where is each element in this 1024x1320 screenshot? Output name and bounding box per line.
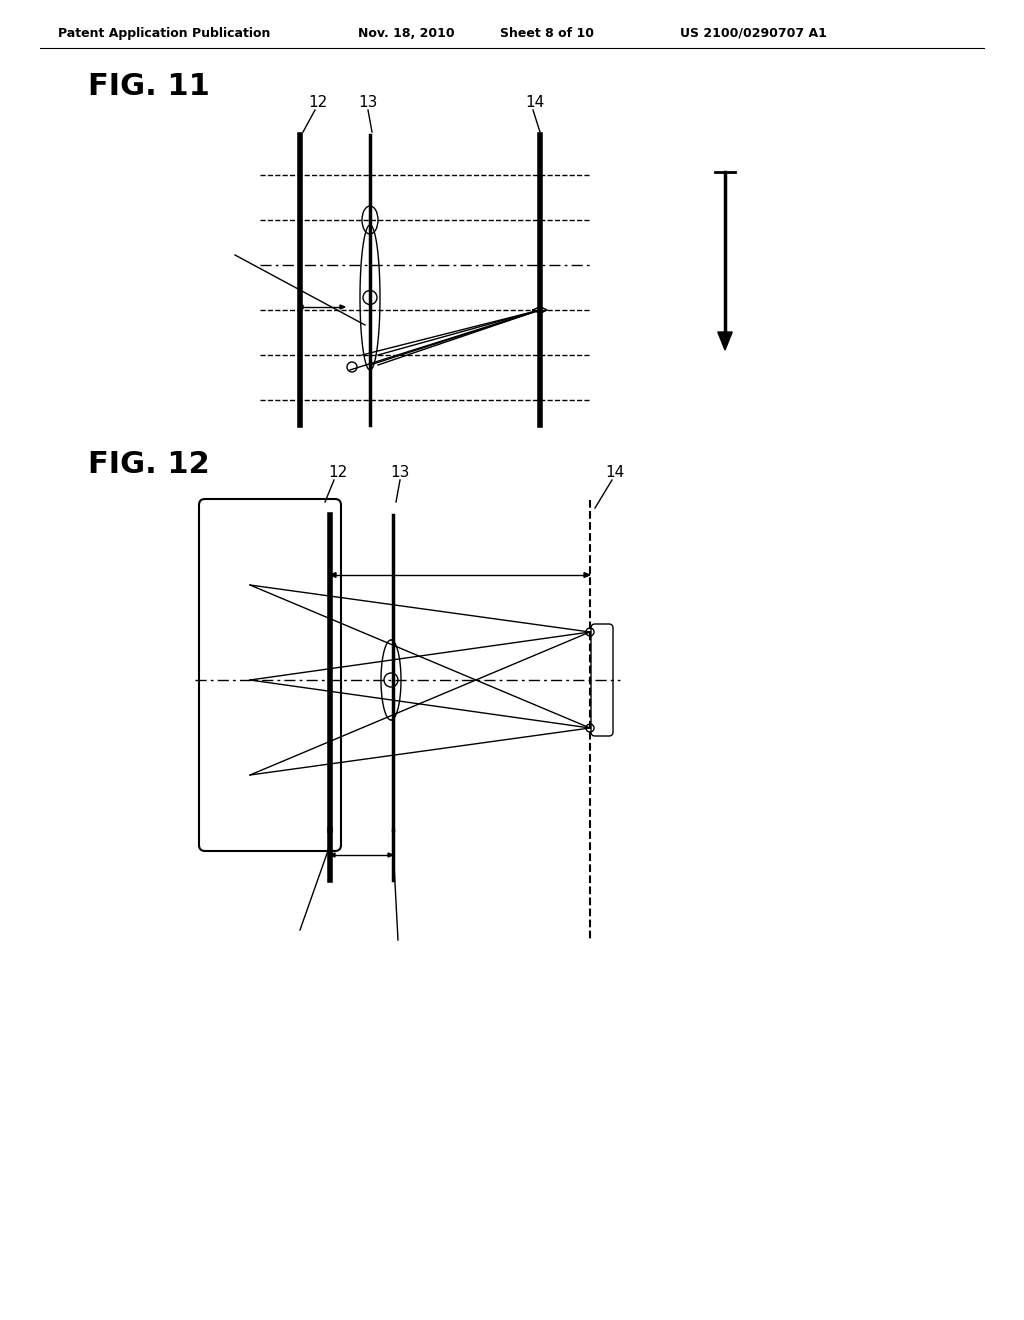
Polygon shape (330, 853, 335, 857)
Text: 13: 13 (390, 465, 410, 480)
Text: FIG. 12: FIG. 12 (88, 450, 210, 479)
Text: 14: 14 (605, 465, 625, 480)
Polygon shape (330, 573, 336, 577)
Text: Sheet 8 of 10: Sheet 8 of 10 (500, 26, 594, 40)
Text: 14: 14 (525, 95, 545, 110)
Text: 13: 13 (358, 95, 378, 110)
Polygon shape (584, 573, 590, 577)
Polygon shape (298, 305, 303, 309)
Polygon shape (340, 305, 345, 309)
Text: US 2100/0290707 A1: US 2100/0290707 A1 (680, 26, 826, 40)
Text: 12: 12 (308, 95, 328, 110)
Text: Patent Application Publication: Patent Application Publication (58, 26, 270, 40)
Text: 12: 12 (329, 465, 347, 480)
Text: FIG. 11: FIG. 11 (88, 73, 210, 102)
Polygon shape (718, 333, 732, 350)
Text: Nov. 18, 2010: Nov. 18, 2010 (358, 26, 455, 40)
Polygon shape (388, 853, 393, 857)
